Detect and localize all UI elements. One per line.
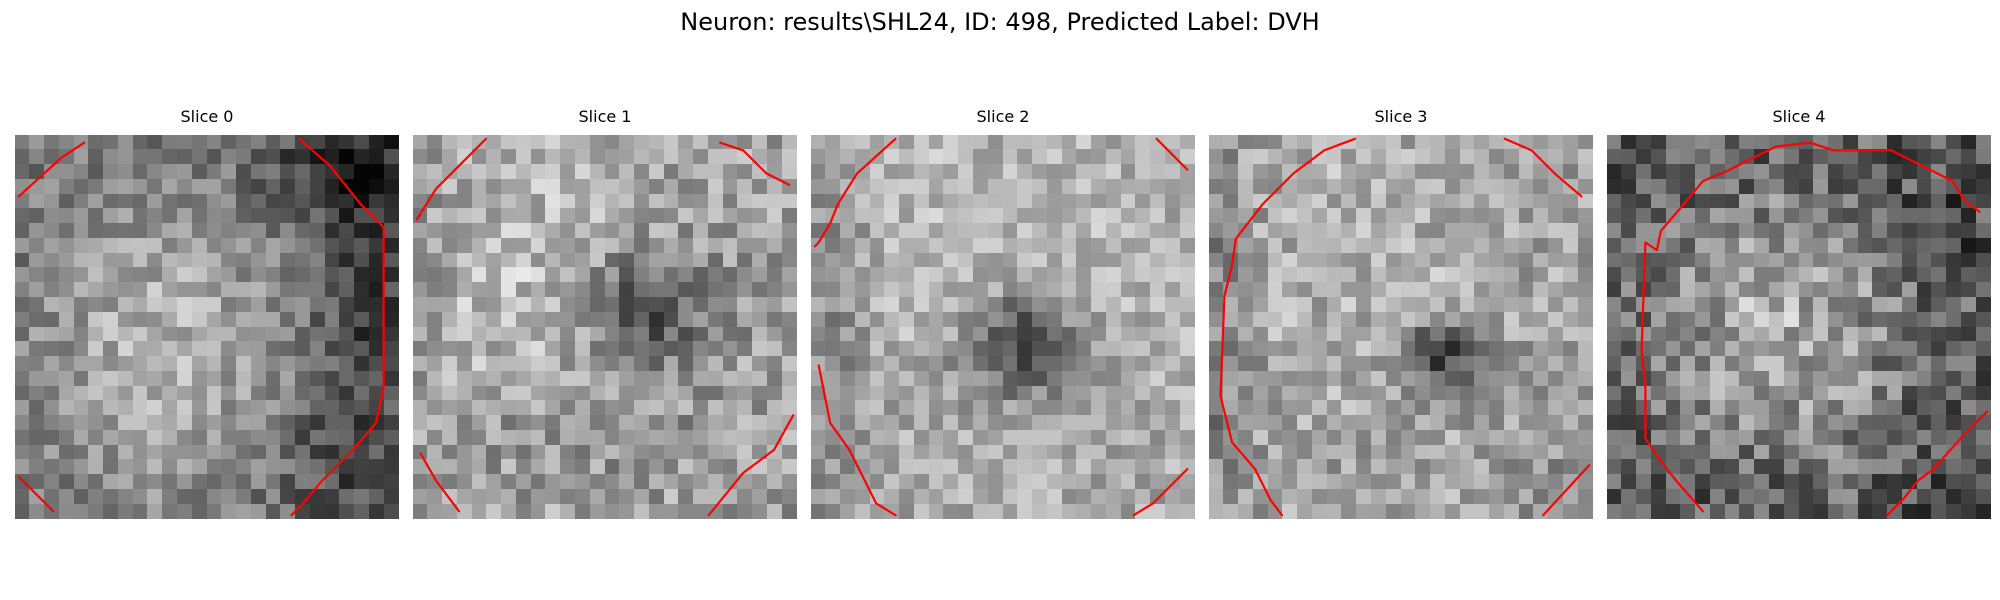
slice-image [413, 135, 797, 519]
slice-title: Slice 1 [578, 107, 632, 126]
slice-image [811, 135, 1195, 519]
figure-title: Neuron: results\SHL24, ID: 498, Predicte… [680, 8, 1320, 36]
slice-title: Slice 2 [976, 107, 1030, 126]
slice-image [1209, 135, 1593, 519]
slice-title: Slice 3 [1374, 107, 1428, 126]
slice-image [15, 135, 399, 519]
slice-title: Slice 4 [1772, 107, 1826, 126]
slice-image [1607, 135, 1991, 519]
slice-title: Slice 0 [180, 107, 234, 126]
